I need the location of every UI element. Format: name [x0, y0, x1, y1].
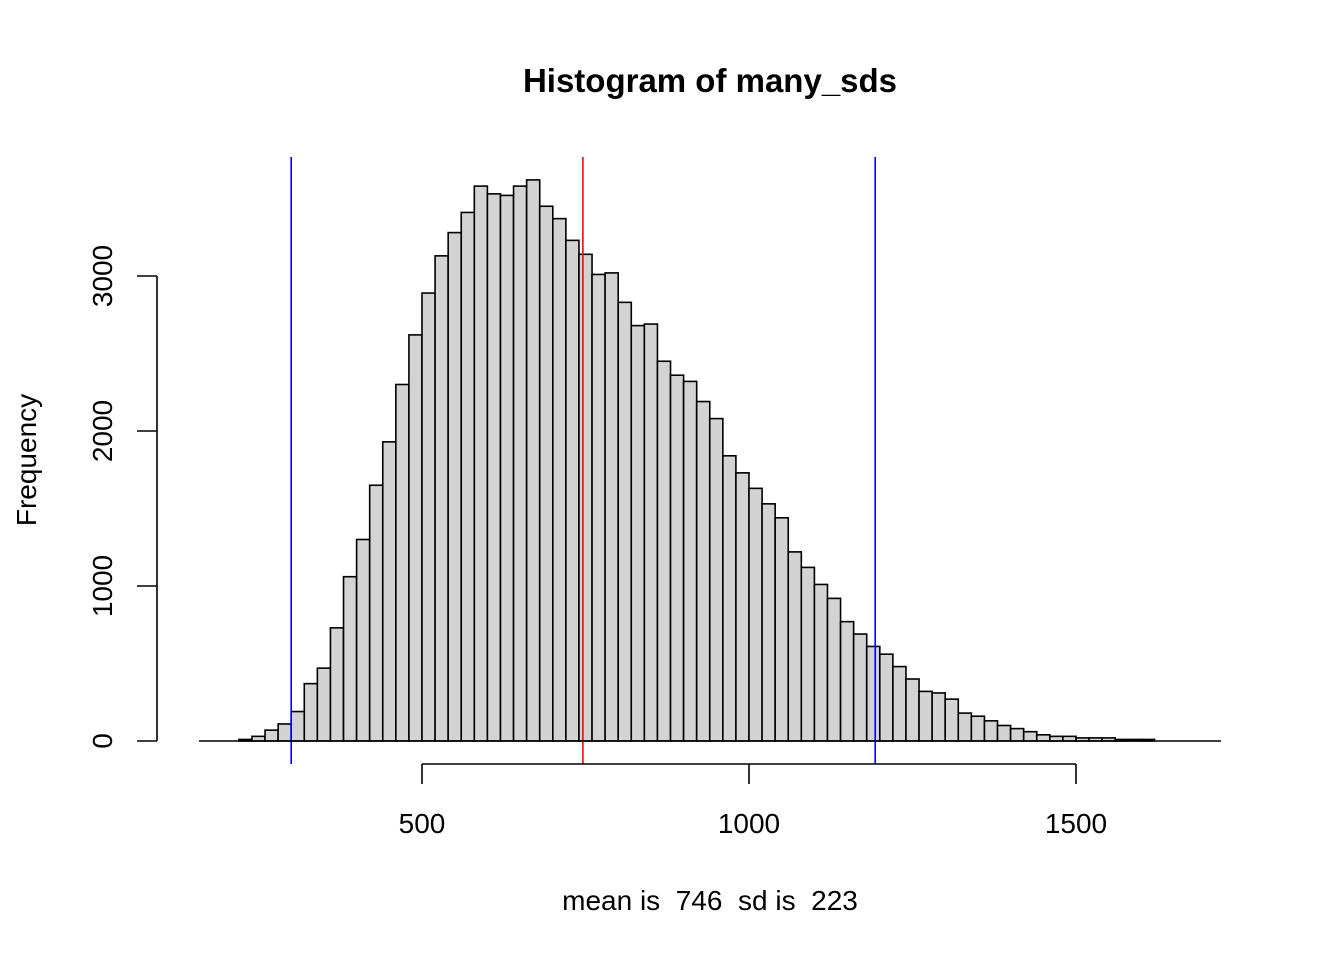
histogram-bar — [355, 538, 371, 742]
histogram-bar — [931, 692, 946, 742]
histogram-bar — [434, 255, 449, 742]
histogram-bar — [381, 441, 397, 742]
histogram-bar — [630, 324, 646, 742]
histogram-bar — [905, 678, 920, 742]
histogram-bar — [538, 205, 554, 742]
histogram-bar — [1035, 733, 1051, 742]
histogram-bar — [656, 360, 672, 742]
histogram-bar — [499, 194, 515, 742]
histogram-bar — [669, 374, 685, 742]
y-axis: 0 1000 2000 3000 — [87, 245, 158, 749]
histogram-bar — [591, 273, 606, 742]
histogram-bar — [813, 583, 829, 742]
histogram-bar — [512, 185, 528, 742]
histogram-bar — [722, 454, 737, 742]
histogram-bar — [525, 179, 541, 742]
y-tick-label: 2000 — [87, 400, 118, 462]
x-axis-label: mean is 746 sd is 223 — [562, 885, 858, 916]
histogram-bar — [852, 633, 868, 742]
histogram-bar — [578, 253, 593, 742]
histogram-bar — [892, 665, 907, 742]
histogram-bar — [996, 724, 1012, 742]
histogram-bar — [643, 323, 659, 742]
histogram-bar — [408, 334, 423, 742]
y-tick-label: 3000 — [87, 245, 118, 307]
histogram-bar — [264, 729, 279, 742]
histogram-bar — [447, 231, 463, 742]
histogram-bar — [1009, 727, 1025, 742]
x-tick-label: 1000 — [718, 808, 780, 839]
histogram-bar — [604, 272, 619, 742]
y-tick-label: 1000 — [87, 555, 118, 617]
histogram-bar — [865, 645, 881, 742]
histogram-bar — [774, 516, 790, 742]
reference-lines — [290, 157, 877, 764]
histogram-bar — [290, 710, 306, 742]
histogram-bar — [787, 551, 803, 742]
histogram-bar — [970, 715, 986, 742]
histogram-bar — [1022, 730, 1038, 742]
histogram-bar — [551, 217, 567, 742]
histogram-bar — [918, 690, 933, 742]
histogram-bar — [695, 400, 711, 742]
histogram-bar — [342, 575, 358, 742]
histogram-bar — [826, 597, 842, 742]
histogram-bar — [839, 620, 855, 742]
histogram-bar — [277, 723, 292, 742]
x-axis: 500 1000 1500 — [399, 763, 1107, 839]
histogram-bar — [395, 383, 410, 742]
histogram-bar — [761, 503, 776, 742]
histogram-bar — [617, 301, 633, 742]
histogram-bar — [329, 627, 345, 742]
histogram-bar — [460, 211, 476, 742]
histogram-bar — [486, 193, 502, 742]
histogram-bar — [368, 484, 384, 742]
x-tick-label: 1500 — [1045, 808, 1107, 839]
histogram-bar — [316, 667, 332, 742]
histogram-bar — [944, 698, 960, 742]
y-axis-label: Frequency — [11, 394, 42, 526]
histogram-bar — [421, 292, 436, 742]
histogram-bar — [983, 720, 999, 742]
histogram-bar — [748, 487, 763, 742]
chart-title: Histogram of many_sds — [523, 62, 897, 99]
histogram-bar — [957, 712, 973, 742]
histogram-bar — [735, 472, 750, 742]
histogram-bar — [708, 417, 724, 742]
x-tick-label: 500 — [399, 808, 446, 839]
histogram-bar — [682, 380, 698, 742]
histogram-bar — [303, 682, 319, 742]
histogram-bar — [565, 239, 580, 742]
y-tick-label: 0 — [87, 733, 118, 749]
histogram-bar — [878, 653, 894, 742]
bars-group — [238, 179, 1156, 742]
histogram-bar — [473, 185, 489, 742]
histogram-bar — [800, 566, 816, 742]
